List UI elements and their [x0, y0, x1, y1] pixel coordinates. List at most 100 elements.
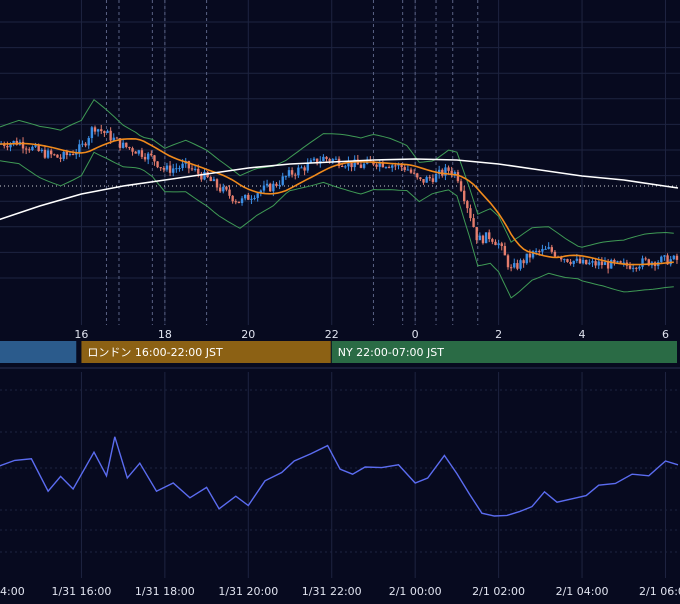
session-bar: [331, 341, 677, 363]
candle-body: [553, 251, 557, 257]
osc-x-tick-label: 2/1 06:00: [639, 585, 680, 598]
candle-body: [647, 259, 650, 266]
candle-body: [106, 130, 109, 133]
candle-body: [125, 142, 128, 148]
session-label: NY 22:00-07:00 JST: [338, 346, 445, 359]
candle-body: [491, 239, 494, 242]
candle-body: [475, 227, 478, 241]
candle-body: [272, 183, 275, 192]
osc-x-tick-label: 1/31 20:00: [218, 585, 278, 598]
candle-body: [566, 259, 569, 262]
candle-body: [581, 259, 585, 264]
candle-body: [81, 143, 84, 145]
candle-body: [115, 137, 119, 139]
candle-body: [453, 172, 457, 175]
candle-body: [200, 173, 203, 180]
candle-body: [478, 235, 482, 241]
candle-body: [212, 179, 216, 182]
candle-body: [597, 261, 600, 266]
candle-body: [34, 145, 37, 147]
candle-body: [488, 232, 491, 240]
candle-body: [513, 263, 516, 268]
candle-body: [215, 179, 219, 188]
candle-body: [143, 156, 147, 160]
candle-body: [306, 162, 309, 171]
candle-body: [24, 148, 28, 150]
candle-body: [400, 164, 403, 168]
candle-body: [563, 259, 566, 261]
candle-body: [538, 250, 541, 252]
candle-body: [68, 153, 72, 156]
candle-body: [328, 158, 331, 162]
candle-body: [481, 235, 485, 244]
candle-body: [150, 153, 153, 156]
session-bar: [0, 341, 77, 363]
candle-body: [256, 193, 259, 198]
candle-body: [353, 159, 356, 168]
candle-body: [281, 176, 284, 185]
candle-body: [384, 167, 388, 169]
candle-body: [278, 184, 281, 186]
candle-body: [381, 162, 385, 168]
candle-body: [65, 151, 69, 156]
candle-body: [165, 165, 169, 170]
candle-body: [197, 168, 200, 174]
bollinger-upper-band: [0, 98, 674, 248]
candle-body: [287, 170, 291, 177]
candle-body: [234, 201, 237, 203]
candle-body: [28, 149, 31, 151]
candle-body: [6, 145, 9, 148]
candle-body: [156, 161, 159, 168]
candle-body: [497, 243, 500, 246]
candle-body: [37, 145, 40, 152]
candle-body: [484, 232, 488, 244]
candle-body: [456, 172, 460, 182]
candle-body: [550, 247, 554, 252]
candle-body: [666, 255, 669, 265]
candle-body: [243, 194, 247, 199]
candle-body: [187, 161, 191, 169]
candle-body: [509, 267, 513, 269]
osc-x-tick-label: 2/1 04:00: [556, 585, 609, 598]
candle-body: [9, 143, 12, 148]
candle-body: [265, 183, 269, 186]
candle-body: [628, 265, 632, 269]
candle-body: [594, 261, 597, 266]
candle-body: [237, 201, 241, 203]
candle-body: [262, 185, 266, 191]
candle-body: [240, 198, 244, 203]
candle-body: [331, 159, 334, 162]
osc-x-tick-label: 2/1 00:00: [389, 585, 442, 598]
candle-body: [503, 246, 507, 256]
candle-body: [275, 183, 278, 186]
candle-body: [403, 167, 406, 170]
candle-body: [516, 263, 519, 269]
candle-body: [315, 158, 319, 164]
candle-body: [619, 261, 622, 263]
candle-body: [109, 130, 112, 141]
candle-body: [259, 190, 263, 194]
candle-body: [387, 167, 391, 169]
candle-body: [641, 258, 644, 267]
candle-body: [675, 255, 679, 260]
candle-body: [472, 218, 475, 228]
candle-body: [172, 168, 175, 173]
candle-body: [494, 241, 497, 246]
candle-body: [87, 138, 90, 146]
candle-body: [450, 170, 453, 175]
candle-body: [444, 167, 447, 176]
candle-body: [644, 258, 647, 260]
session-bar: [81, 341, 331, 363]
main-x-tick-label: 4: [579, 328, 586, 341]
oscillator-line: [0, 436, 679, 517]
main-x-tick-label: 0: [412, 328, 419, 341]
main-x-tick-label: 18: [158, 328, 172, 341]
candle-body: [362, 163, 366, 168]
main-x-tick-label: 20: [241, 328, 255, 341]
candle-body: [434, 173, 438, 182]
candle-body: [638, 266, 641, 269]
candle-body: [190, 168, 194, 170]
candle-body: [422, 179, 425, 183]
candle-body: [525, 253, 528, 264]
